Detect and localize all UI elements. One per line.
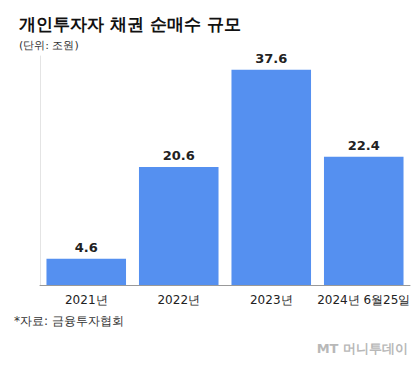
- svg-text:22.4: 22.4: [348, 138, 380, 153]
- svg-text:2023년: 2023년: [250, 293, 293, 307]
- svg-text:37.6: 37.6: [255, 51, 287, 66]
- svg-text:(단위: 조원): (단위: 조원): [19, 39, 79, 52]
- svg-text:2024년 6월25일: 2024년 6월25일: [317, 293, 410, 307]
- svg-text:20.6: 20.6: [163, 148, 195, 163]
- svg-text:2022년: 2022년: [157, 293, 200, 307]
- svg-text:개인투자자 채권 순매수 규모: 개인투자자 채권 순매수 규모: [19, 14, 241, 34]
- svg-text:MT 머니투데이: MT 머니투데이: [317, 341, 408, 356]
- svg-text:4.6: 4.6: [75, 240, 98, 255]
- svg-text:2021년: 2021년: [65, 293, 108, 307]
- svg-text:*자료: 금융투자협회: *자료: 금융투자협회: [14, 314, 124, 328]
